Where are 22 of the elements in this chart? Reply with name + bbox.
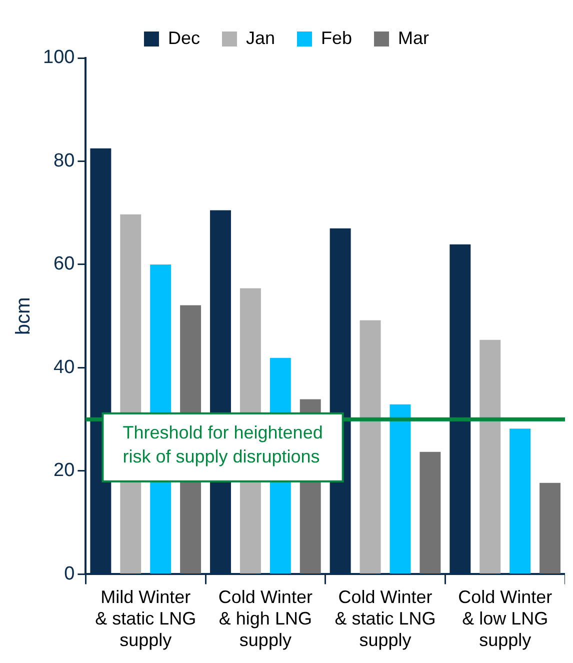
y-tick-label: 40 <box>54 356 75 378</box>
legend-label: Dec <box>168 28 200 48</box>
bar <box>420 452 441 574</box>
bar <box>510 428 531 574</box>
y-tick-label: 60 <box>54 254 75 275</box>
x-tick-label: Cold Winter & high LNG supply <box>218 586 312 650</box>
x-tick-label: Cold Winter & static LNG supply <box>334 586 436 650</box>
y-tick-label: 100 <box>43 47 75 68</box>
legend-label: Feb <box>321 28 352 48</box>
x-tick-label: Cold Winter & low LNG supply <box>458 586 552 650</box>
bar <box>360 320 381 574</box>
y-tick-label: 0 <box>64 563 75 584</box>
bar <box>480 340 501 574</box>
ref-line-label: Threshold for heightened risk of supply disruptions <box>122 422 323 466</box>
y-tick-label: 80 <box>54 150 75 172</box>
x-tick-label: Mild Winter & static LNG supply <box>95 586 196 650</box>
legend-label: Jan <box>246 28 276 48</box>
bar <box>540 482 561 574</box>
y-tick-label: 20 <box>54 460 75 482</box>
bar <box>390 404 411 574</box>
y-axis-title: bcm <box>12 297 35 335</box>
legend-label: Mar <box>398 28 430 48</box>
